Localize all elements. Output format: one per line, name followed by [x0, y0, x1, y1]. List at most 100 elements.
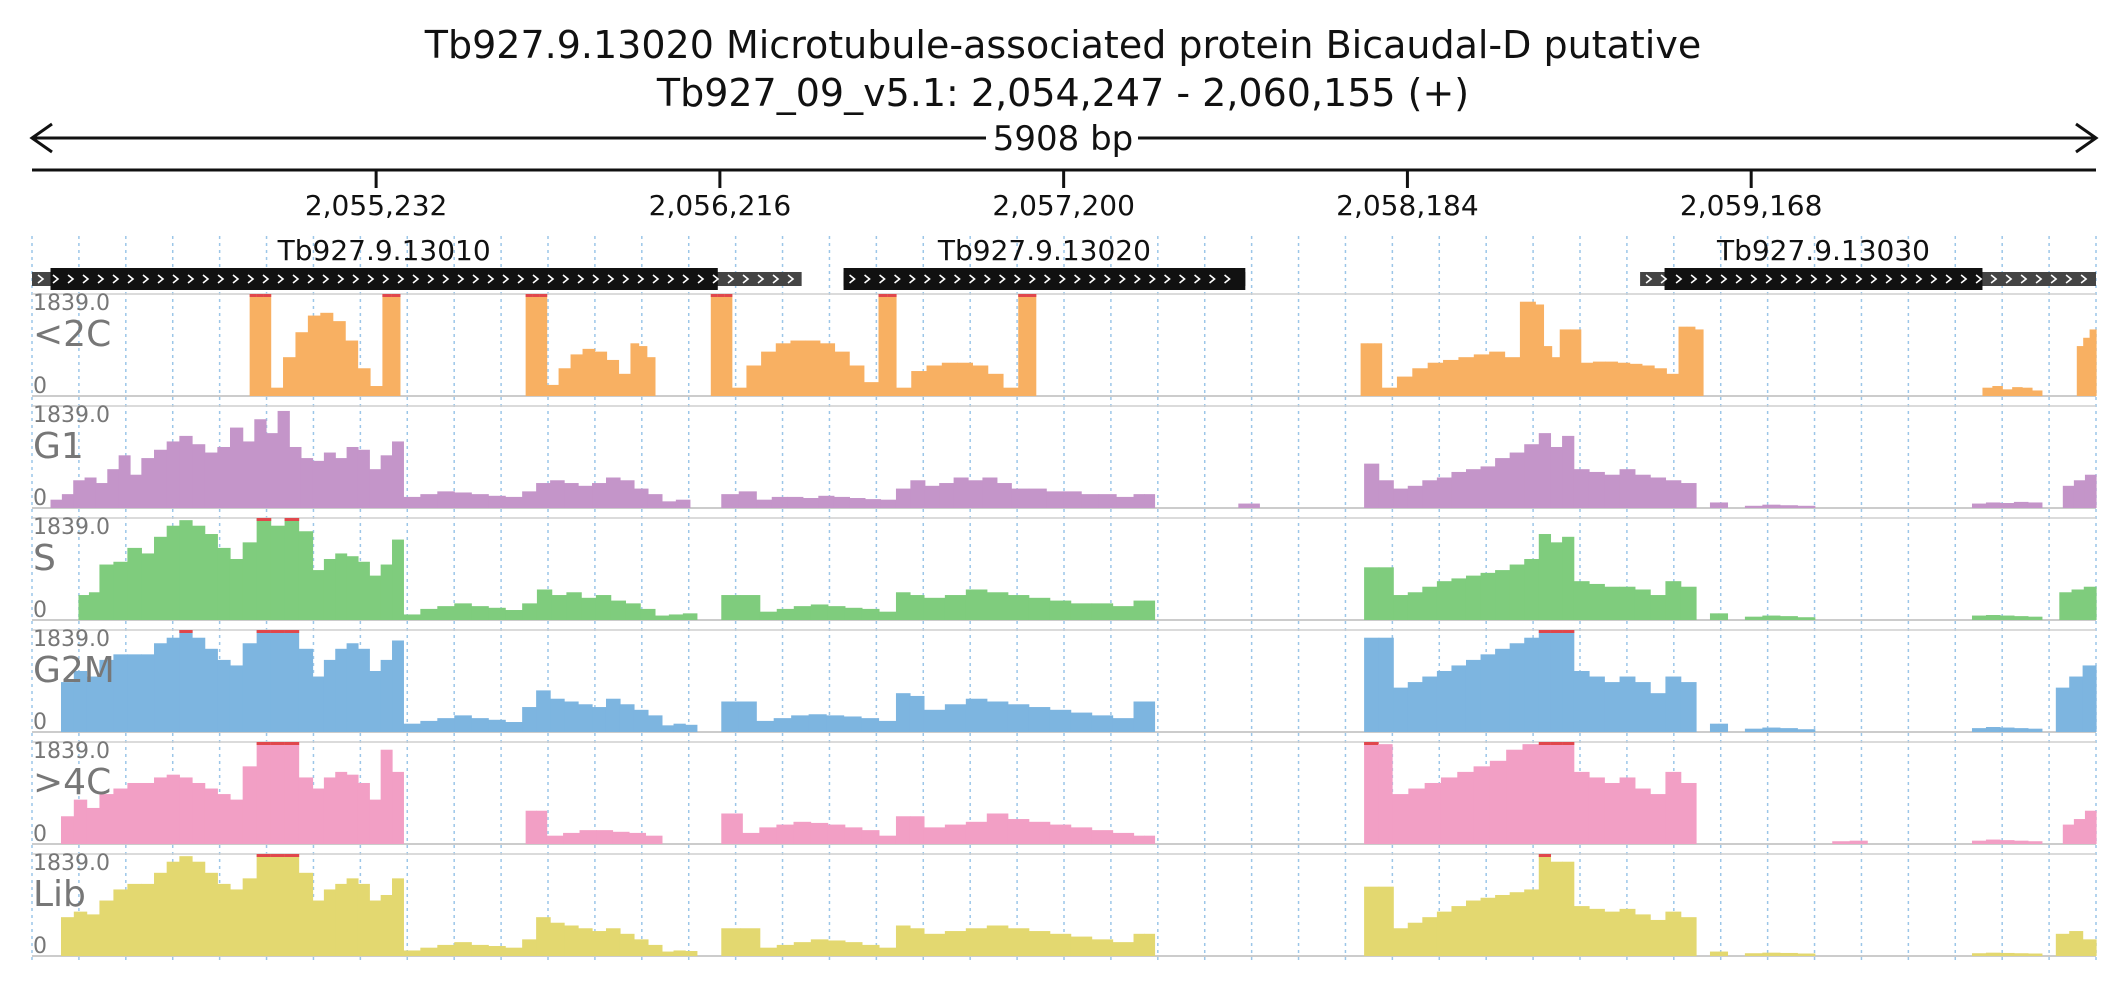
- coverage-bar: [1641, 365, 1655, 396]
- strand-chevron-icon: [532, 274, 540, 284]
- coverage-bar: [522, 707, 537, 732]
- coverage-bar: [141, 654, 155, 732]
- coverage-bar: [570, 354, 584, 396]
- coverage-bar: [566, 592, 582, 620]
- coverage-bar: [454, 603, 472, 620]
- coverage-bar: [1999, 615, 2015, 620]
- coverage-bar: [1070, 827, 1093, 844]
- coverage-bar: [1396, 376, 1413, 396]
- coverage-bar: [1718, 723, 1729, 732]
- coverage-bar: [1436, 581, 1453, 620]
- strand-chevron-icon: [954, 274, 961, 284]
- coverage-bar: [731, 387, 748, 396]
- strand-chevron-icon: [472, 274, 480, 284]
- figure-title: Tb927.9.13020 Microtubule-associated pro…: [424, 23, 1701, 67]
- coverage-bar: [996, 483, 1012, 508]
- coverage-bar: [2002, 389, 2013, 396]
- coverage-bar: [633, 709, 649, 732]
- coverage-bar: [242, 878, 258, 956]
- coverage-bar: [834, 351, 850, 396]
- strand-chevron-icon: [1990, 274, 1998, 284]
- coverage-bar: [1985, 839, 2001, 844]
- coverage-bar: [1982, 387, 1993, 396]
- coverage-bar: [1650, 477, 1667, 508]
- coverage-bar: [345, 340, 359, 396]
- coverage-bar: [1144, 494, 1156, 508]
- coverage-bar: [536, 917, 551, 956]
- coordinate-axis: 2,055,232 2,056,216 2,057,200 2,058,184 2,05…: [32, 168, 2096, 222]
- coverage-bar: [1538, 630, 1552, 732]
- coverage-bar: [1489, 351, 1506, 396]
- coverage-bar: [380, 455, 393, 508]
- coverage-bar: [864, 499, 882, 508]
- coverage-bar: [154, 536, 168, 620]
- coverage-bar: [127, 547, 142, 620]
- coverage-bar: [668, 614, 684, 620]
- coverage-bar: [1762, 615, 1781, 620]
- coverage-bar: [1364, 463, 1380, 508]
- track-min-label: 0: [33, 822, 47, 847]
- coverage-bar: [471, 718, 489, 732]
- coverage-bar: [1133, 600, 1145, 620]
- coverage-bar: [1144, 600, 1156, 620]
- coverage-bar: [242, 542, 258, 620]
- strand-chevron-icon: [622, 274, 630, 284]
- coverage-bar: [346, 446, 359, 508]
- coverage-bar: [1680, 483, 1697, 508]
- coverage-bar: [1427, 362, 1444, 396]
- coverage-bar: [1144, 835, 1156, 844]
- coverage-bar: [1480, 572, 1496, 620]
- strand-chevron-icon: [1179, 274, 1186, 284]
- coverage-bar: [2084, 474, 2097, 508]
- coverage-bar: [1378, 637, 1394, 732]
- strand-chevron-icon: [142, 274, 150, 284]
- overflow-marker: [270, 630, 286, 633]
- coverage-bar: [204, 452, 218, 508]
- coverage-bar: [99, 900, 115, 956]
- coverage-bar: [1367, 343, 1376, 396]
- coverage-bar: [380, 749, 393, 844]
- coverage-bar: [1797, 505, 1816, 508]
- strand-chevron-icon: [412, 274, 420, 284]
- strand-chevron-icon: [2080, 274, 2088, 284]
- coverage-bar: [1619, 676, 1636, 732]
- coverage-bar: [1489, 760, 1507, 844]
- coverage-bar: [630, 343, 640, 396]
- coverage-bar: [965, 928, 988, 956]
- strand-chevron-icon: [1044, 274, 1051, 284]
- coverage-bar: [1992, 386, 2003, 396]
- coverage-bar: [380, 564, 393, 620]
- overflow-marker: [887, 294, 897, 297]
- coverage-bar: [1538, 742, 1552, 844]
- coverage-bar: [522, 603, 538, 620]
- coverage-bar: [605, 477, 621, 508]
- strand-chevron-icon: [1014, 274, 1021, 284]
- track-max-label: 1839.0: [33, 403, 110, 428]
- coverage-bar: [878, 835, 897, 844]
- coverage-bar: [1091, 603, 1114, 620]
- coverage-bar: [141, 553, 155, 620]
- coverage-bar: [619, 933, 635, 956]
- coverage-bar: [392, 640, 404, 732]
- strand-chevron-icon: [1645, 274, 1653, 284]
- coverage-bar: [323, 659, 336, 732]
- overflow-marker: [532, 294, 541, 297]
- strand-chevron-icon: [592, 274, 600, 284]
- coverage-bar: [1588, 676, 1605, 732]
- strand-chevron-icon: [1660, 274, 1668, 284]
- coverage-bar: [1509, 643, 1525, 732]
- coverage-bar: [1985, 615, 2001, 620]
- coverage-bar: [1573, 771, 1590, 844]
- strand-chevron-icon: [984, 274, 991, 284]
- track-name-label: S: [33, 538, 56, 579]
- coverage-bar: [742, 832, 760, 844]
- coverage-bar: [335, 648, 348, 732]
- coverage-bar: [1509, 564, 1525, 620]
- strand-chevron-icon: [697, 274, 705, 284]
- coverage-bar: [1393, 928, 1409, 956]
- coverage-bar: [1451, 578, 1467, 620]
- coverage-bar: [1592, 361, 1606, 396]
- coverage-bar: [86, 807, 101, 844]
- coverage-bar: [217, 547, 231, 620]
- coverage-bar: [1634, 788, 1651, 844]
